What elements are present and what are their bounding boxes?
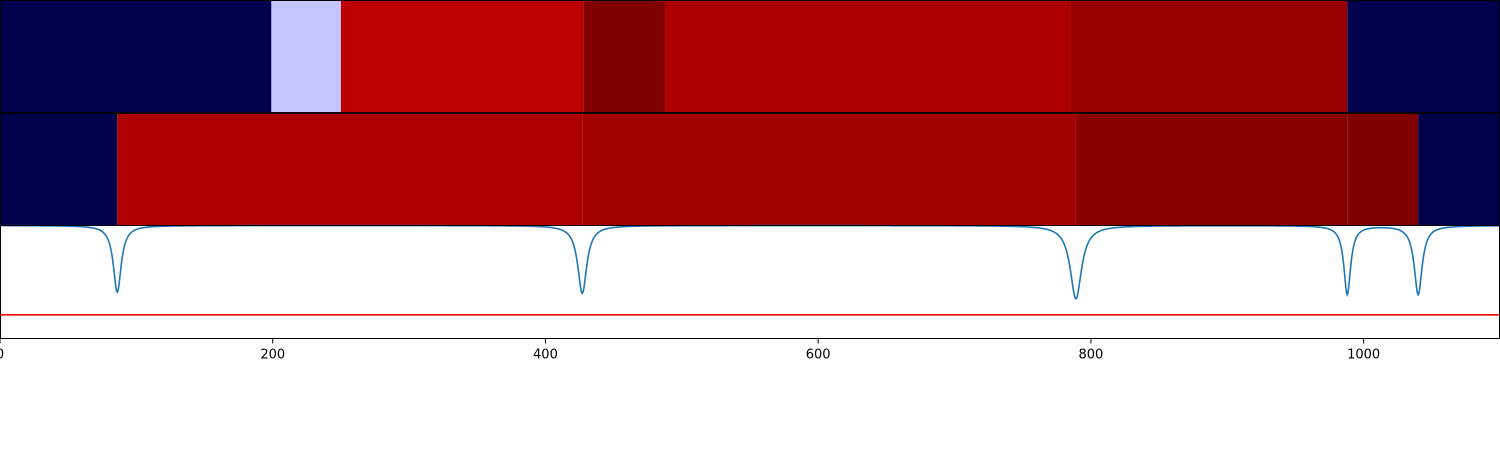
heatmap-segment-1-4 bbox=[1347, 113, 1419, 226]
panel-frame-2 bbox=[0, 225, 1500, 339]
heatmap-segment-0-6 bbox=[1347, 0, 1500, 113]
heatmap-segment-1-1 bbox=[117, 113, 583, 226]
heatmap-segment-1-5 bbox=[1418, 113, 1500, 226]
heatmap-segment-0-5 bbox=[1070, 0, 1348, 113]
heatmap-top-panel bbox=[0, 0, 1500, 113]
x-tick-label: 0 bbox=[0, 348, 4, 363]
x-tick-label: 800 bbox=[1078, 348, 1103, 363]
x-axis: 0 200 400 600 800 1000 bbox=[0, 338, 1380, 363]
heatmap-segment-0-1 bbox=[271, 0, 341, 113]
line-plot-panel bbox=[0, 224, 1500, 316]
heatmap-segment-0-3 bbox=[583, 0, 666, 113]
heatmap-segment-0-0 bbox=[0, 0, 272, 113]
heatmap-segment-1-3 bbox=[1075, 113, 1348, 226]
x-tick-label: 1000 bbox=[1347, 348, 1380, 363]
x-tick-label: 400 bbox=[533, 348, 558, 363]
heatmap-segment-1-2 bbox=[582, 113, 1076, 226]
x-tick-label: 200 bbox=[260, 348, 285, 363]
heatmap-middle-panel bbox=[0, 113, 1500, 226]
x-tick-label: 600 bbox=[806, 348, 831, 363]
heatmap-segment-0-4 bbox=[665, 0, 1071, 113]
heatmap-segment-0-2 bbox=[340, 0, 584, 113]
line-series-0 bbox=[0, 224, 1500, 301]
heatmap-segment-1-0 bbox=[0, 113, 118, 226]
